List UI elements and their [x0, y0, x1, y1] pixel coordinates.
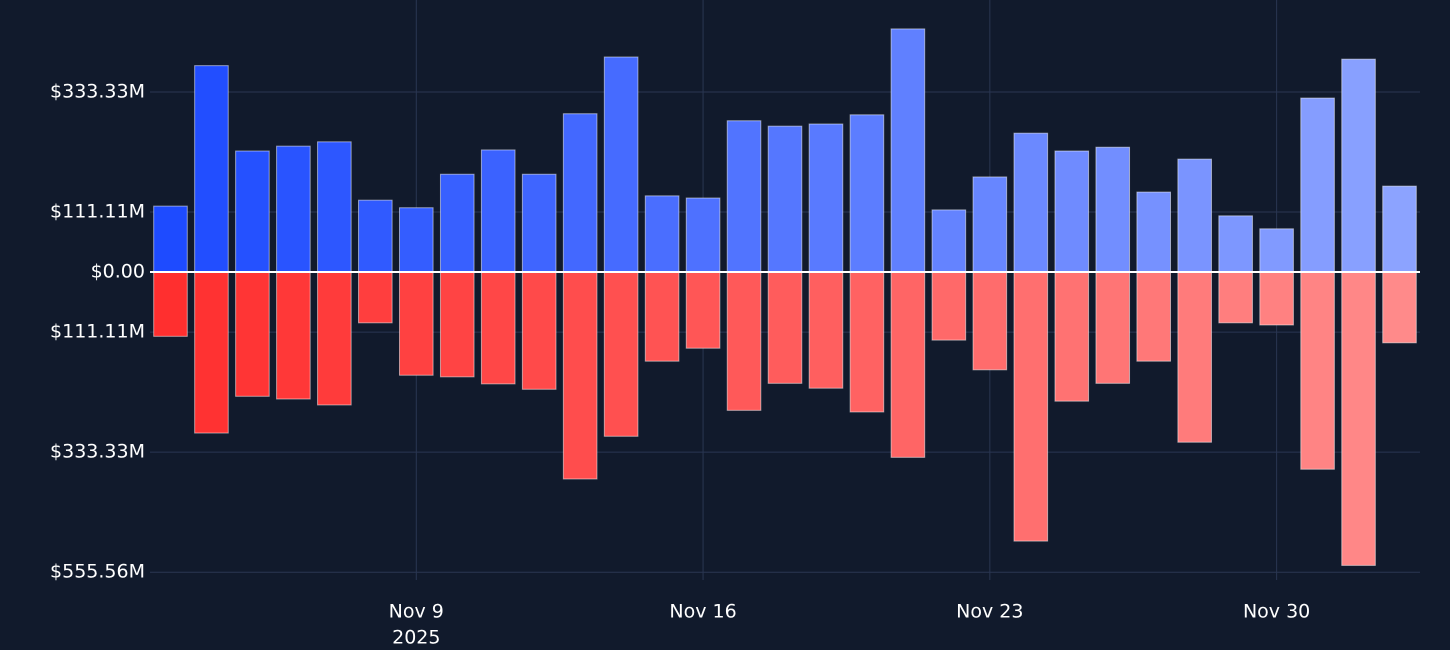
bar	[1382, 185, 1417, 273]
bar	[685, 197, 721, 273]
bar	[808, 271, 844, 389]
x-tick-label: Nov 30	[1243, 601, 1310, 623]
bar	[890, 271, 926, 458]
y-tick-label: $111.11M	[50, 201, 145, 223]
bar	[153, 205, 188, 273]
y-tick-label: $111.11M	[50, 321, 145, 343]
bar	[235, 271, 270, 397]
x-tick-label: Nov 9	[389, 601, 444, 623]
bar	[931, 209, 967, 273]
bar	[726, 271, 762, 411]
bar	[603, 271, 639, 437]
bar	[1054, 271, 1090, 402]
bar	[480, 149, 516, 273]
bar	[931, 271, 967, 341]
bar	[1136, 191, 1172, 273]
bar	[1382, 271, 1417, 344]
bar	[1095, 146, 1131, 273]
bar	[439, 173, 475, 273]
bar	[767, 125, 803, 273]
bar	[1054, 150, 1090, 273]
bar	[317, 271, 352, 406]
bar	[1013, 271, 1049, 542]
bar	[644, 195, 680, 273]
bar	[1341, 58, 1376, 273]
bar	[1341, 271, 1376, 566]
bar	[194, 65, 229, 273]
x-tick-year: 2025	[392, 627, 440, 649]
bar	[767, 271, 803, 384]
bar	[153, 271, 188, 337]
bar	[235, 150, 270, 273]
bar	[480, 271, 516, 385]
bar	[398, 207, 434, 273]
bar	[276, 271, 311, 400]
bar	[890, 28, 926, 273]
bar	[521, 271, 557, 390]
bar	[521, 173, 557, 273]
bar	[1259, 228, 1294, 273]
bar	[1300, 271, 1335, 470]
bar	[808, 123, 844, 273]
bar	[1218, 271, 1253, 324]
bar	[562, 113, 598, 273]
bar	[398, 271, 434, 376]
bar	[276, 145, 311, 273]
bar	[1259, 271, 1294, 326]
bar	[1300, 97, 1335, 273]
bar	[603, 56, 639, 273]
x-tick-label: Nov 16	[669, 601, 736, 623]
bar	[1013, 132, 1049, 273]
bar	[562, 271, 598, 480]
bar	[358, 271, 393, 324]
y-tick-label: $333.33M	[50, 441, 145, 463]
y-tick-label: $555.56M	[50, 561, 145, 583]
bar	[1177, 158, 1212, 273]
y-tick-label: $333.33M	[50, 80, 145, 102]
bar	[358, 199, 393, 273]
bar	[1095, 271, 1131, 384]
y-tick-label: $0.00	[91, 261, 145, 283]
bar	[849, 271, 885, 413]
bar	[1218, 215, 1253, 273]
bar	[726, 120, 762, 273]
bar	[685, 271, 721, 349]
bar	[317, 141, 352, 273]
bar	[644, 271, 680, 362]
bar	[194, 271, 229, 434]
bar	[439, 271, 475, 378]
bar	[849, 114, 885, 273]
bar	[972, 271, 1008, 371]
x-tick-label: Nov 23	[956, 601, 1023, 623]
bar	[1177, 271, 1212, 443]
bar	[1136, 271, 1172, 362]
bar	[972, 176, 1008, 273]
